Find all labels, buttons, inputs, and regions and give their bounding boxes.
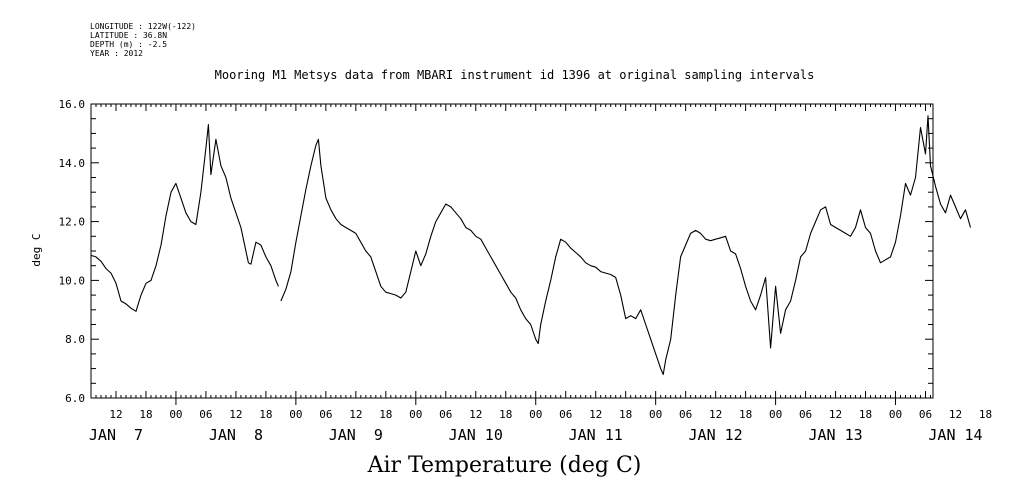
x-hour-label: 12	[109, 408, 122, 421]
x-hour-label: 00	[529, 408, 542, 421]
chart-title: Mooring M1 Metsys data from MBARI instru…	[214, 68, 815, 82]
metadata-block: LONGITUDE : 122W(-122) LATITUDE : 36.8N …	[90, 22, 196, 58]
x-hour-label: 06	[319, 408, 332, 421]
x-day-label: JAN 14	[928, 426, 982, 444]
year-text: YEAR : 2012	[90, 49, 143, 58]
y-tick-label: 12.0	[59, 216, 86, 229]
series-line	[280, 115, 972, 376]
x-day-label: JAN 11	[569, 426, 623, 444]
x-hour-label: 06	[679, 408, 692, 421]
x-hour-label: 18	[499, 408, 512, 421]
y-axis-label: deg C	[30, 233, 43, 266]
y-tick-label: 6.0	[65, 392, 85, 405]
x-hour-label: 12	[229, 408, 242, 421]
x-hour-label: 12	[589, 408, 602, 421]
x-hour-label: 00	[409, 408, 422, 421]
x-day-label: JAN 12	[689, 426, 743, 444]
x-hour-label: 00	[889, 408, 902, 421]
latitude-text: LATITUDE : 36.8N	[90, 31, 168, 40]
x-hour-label: 12	[349, 408, 362, 421]
x-hour-label: 12	[709, 408, 722, 421]
y-tick-label: 14.0	[59, 157, 86, 170]
x-hour-label: 18	[979, 408, 992, 421]
y-tick-label: 8.0	[65, 333, 85, 346]
x-hour-label: 18	[739, 408, 752, 421]
plot-axes: 6.0 8.0 10.0 12.0 14.0 16.0 12 18 00 06 12 18 00 06 12…	[59, 98, 1009, 444]
x-day-label: JAN 9	[329, 426, 383, 444]
x-hour-label: 00	[649, 408, 662, 421]
series-line	[90, 124, 279, 312]
x-day-label: JAN 7	[89, 426, 143, 444]
longitude-text: LONGITUDE : 122W(-122)	[90, 22, 196, 31]
x-hour-label: 12	[949, 408, 962, 421]
series-group	[90, 115, 972, 376]
x-hour-label: 06	[919, 408, 932, 421]
x-hour-label: 18	[379, 408, 392, 421]
x-hour-label: 18	[259, 408, 272, 421]
x-hour-label: 00	[169, 408, 182, 421]
x-hour-label: 12	[829, 408, 842, 421]
x-hour-label: 18	[859, 408, 872, 421]
y-tick-label: 16.0	[59, 98, 86, 111]
x-hour-label: 12	[469, 408, 482, 421]
x-hour-label: 06	[439, 408, 452, 421]
variable-label: Air Temperature (deg C)	[367, 453, 642, 478]
depth-text: DEPTH (m) : -2.5	[90, 40, 168, 49]
x-day-label: JAN 8	[209, 426, 263, 444]
x-hour-label: 06	[799, 408, 812, 421]
x-hour-label: 18	[139, 408, 152, 421]
x-hour-label: 06	[199, 408, 212, 421]
x-day-label: JAN 13	[808, 426, 862, 444]
x-hour-label: 18	[619, 408, 632, 421]
x-hour-label: 06	[559, 408, 572, 421]
y-tick-label: 10.0	[59, 274, 86, 287]
x-hour-label: 00	[769, 408, 782, 421]
x-hour-label: 00	[289, 408, 302, 421]
x-day-label: JAN 10	[449, 426, 503, 444]
